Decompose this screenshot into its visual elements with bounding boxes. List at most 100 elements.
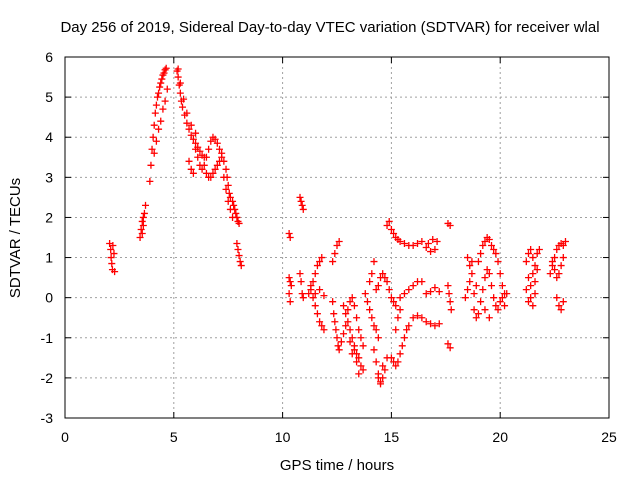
series-arc-21.5: [522, 246, 543, 310]
series-arc-10.3: [285, 229, 295, 306]
data-point: [207, 137, 215, 145]
data-point: [163, 85, 171, 93]
data-point: [198, 165, 206, 173]
data-point: [298, 201, 306, 209]
data-point: [230, 201, 238, 209]
data-point: [192, 129, 200, 137]
data-point: [286, 278, 294, 286]
series-arc-22.6: [546, 238, 569, 314]
series-arc-17.7: [444, 219, 455, 352]
data-point: [527, 294, 535, 302]
data-point: [446, 298, 454, 306]
axis-ticks: 0 5 10 15 20 25 -3 -2 -1 0 1 2 3 4 5 6: [41, 49, 617, 445]
data-point: [320, 292, 328, 300]
data-point: [390, 229, 398, 237]
data-point: [427, 320, 435, 328]
data-point: [383, 278, 391, 286]
data-point: [200, 161, 208, 169]
data-point: [359, 366, 367, 374]
data-point: [187, 121, 195, 129]
data-point: [185, 157, 193, 165]
series-arc-14: [361, 258, 391, 388]
data-point: [379, 270, 387, 278]
data-point: [433, 238, 441, 246]
data-point: [179, 103, 187, 111]
data-point: [477, 298, 485, 306]
data-point: [379, 362, 387, 370]
y-tick-label: -2: [41, 370, 54, 386]
data-point: [305, 290, 313, 298]
data-point: [334, 342, 342, 350]
data-point: [156, 83, 164, 91]
data-point: [533, 266, 541, 274]
data-point: [318, 322, 326, 330]
data-point: [331, 250, 339, 258]
data-point: [340, 330, 348, 338]
data-point: [226, 205, 234, 213]
data-point: [180, 95, 188, 103]
data-point: [335, 346, 343, 354]
grid: [65, 57, 609, 418]
data-point: [472, 282, 480, 290]
data-point: [316, 258, 324, 266]
data-point: [435, 320, 443, 328]
data-point: [372, 358, 380, 366]
series-arc-8: [233, 240, 245, 270]
data-point: [174, 73, 182, 81]
series-arc-10.8: [296, 193, 307, 302]
data-point: [498, 282, 506, 290]
data-point: [396, 350, 404, 358]
data-point: [559, 242, 567, 250]
data-point: [494, 258, 502, 266]
data-point: [158, 75, 166, 83]
data-point: [340, 302, 348, 310]
series-arc-13: [340, 294, 367, 378]
data-point: [152, 101, 160, 109]
data-point: [522, 258, 530, 266]
data-point: [385, 217, 393, 225]
data-point: [418, 314, 426, 322]
series-arc-descent-7.5: [218, 149, 243, 227]
data-point: [400, 290, 408, 298]
data-point: [405, 322, 413, 330]
data-point: [396, 238, 404, 246]
data-point: [355, 326, 363, 334]
data-point: [557, 262, 565, 270]
data-point: [485, 314, 493, 322]
data-point: [346, 298, 354, 306]
data-point: [553, 274, 561, 282]
data-point: [337, 338, 345, 346]
y-tick-label: 1: [45, 250, 53, 266]
data-point: [559, 254, 567, 262]
data-point: [202, 153, 210, 161]
data-point: [561, 238, 569, 246]
data-point: [202, 169, 210, 177]
data-point: [383, 221, 391, 229]
x-tick-label: 25: [601, 429, 617, 445]
data-point: [385, 286, 393, 294]
data-point: [226, 193, 234, 201]
data-point: [342, 310, 350, 318]
data-point: [414, 240, 422, 248]
data-point: [157, 117, 165, 125]
y-axis-label: SDTVAR / TECUs: [7, 178, 24, 298]
data-point: [477, 250, 485, 258]
data-point: [501, 302, 509, 310]
data-point: [492, 302, 500, 310]
data-point: [359, 342, 367, 350]
data-point: [474, 258, 482, 266]
data-point: [370, 258, 378, 266]
data-point: [159, 105, 167, 113]
data-point: [487, 242, 495, 250]
data-point: [485, 236, 493, 244]
data-point: [107, 254, 115, 262]
data-point: [211, 135, 219, 143]
data-point: [346, 338, 354, 346]
data-point: [161, 97, 169, 105]
data-point: [466, 278, 474, 286]
data-point: [427, 248, 435, 256]
data-point: [409, 242, 417, 250]
data-point: [374, 334, 382, 342]
data-point: [353, 358, 361, 366]
data-point: [183, 109, 191, 117]
